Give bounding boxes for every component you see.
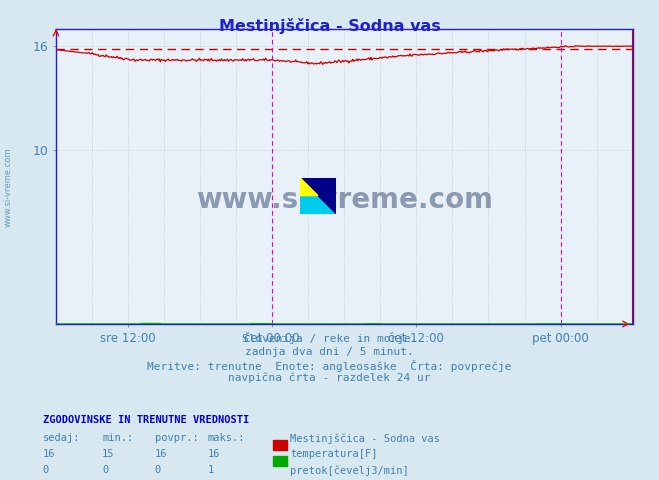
Text: www.si-vreme.com: www.si-vreme.com: [3, 147, 13, 227]
Polygon shape: [300, 178, 318, 196]
Text: 16: 16: [208, 449, 220, 459]
Polygon shape: [300, 178, 318, 196]
Text: 16: 16: [155, 449, 167, 459]
Text: 0: 0: [155, 465, 161, 475]
Text: zadnja dva dni / 5 minut.: zadnja dva dni / 5 minut.: [245, 347, 414, 357]
Text: pretok[čevelj3/min]: pretok[čevelj3/min]: [290, 465, 409, 476]
Text: navpična črta - razdelek 24 ur: navpična črta - razdelek 24 ur: [228, 372, 431, 383]
Text: min.:: min.:: [102, 433, 133, 444]
Polygon shape: [318, 178, 336, 196]
Text: 1: 1: [208, 465, 214, 475]
Text: temperatura[F]: temperatura[F]: [290, 449, 378, 459]
Text: 0: 0: [43, 465, 49, 475]
Polygon shape: [300, 178, 336, 214]
Text: ZGODOVINSKE IN TRENUTNE VREDNOSTI: ZGODOVINSKE IN TRENUTNE VREDNOSTI: [43, 415, 249, 425]
Polygon shape: [300, 178, 336, 214]
Text: Slovenija / reke in morje.: Slovenija / reke in morje.: [242, 334, 417, 344]
Text: Mestinjščica - Sodna vas: Mestinjščica - Sodna vas: [290, 433, 440, 444]
Text: 16: 16: [43, 449, 55, 459]
Text: povpr.:: povpr.:: [155, 433, 198, 444]
Text: Mestinjščica - Sodna vas: Mestinjščica - Sodna vas: [219, 18, 440, 34]
Text: Meritve: trenutne  Enote: angleosaške  Črta: povprečje: Meritve: trenutne Enote: angleosaške Črt…: [147, 360, 512, 372]
Text: 0: 0: [102, 465, 108, 475]
Text: maks.:: maks.:: [208, 433, 245, 444]
Text: www.si-vreme.com: www.si-vreme.com: [196, 186, 493, 214]
Text: 15: 15: [102, 449, 115, 459]
Polygon shape: [318, 178, 336, 196]
Polygon shape: [300, 196, 336, 214]
Polygon shape: [300, 196, 336, 214]
Polygon shape: [300, 178, 318, 196]
Text: sedaj:: sedaj:: [43, 433, 80, 444]
